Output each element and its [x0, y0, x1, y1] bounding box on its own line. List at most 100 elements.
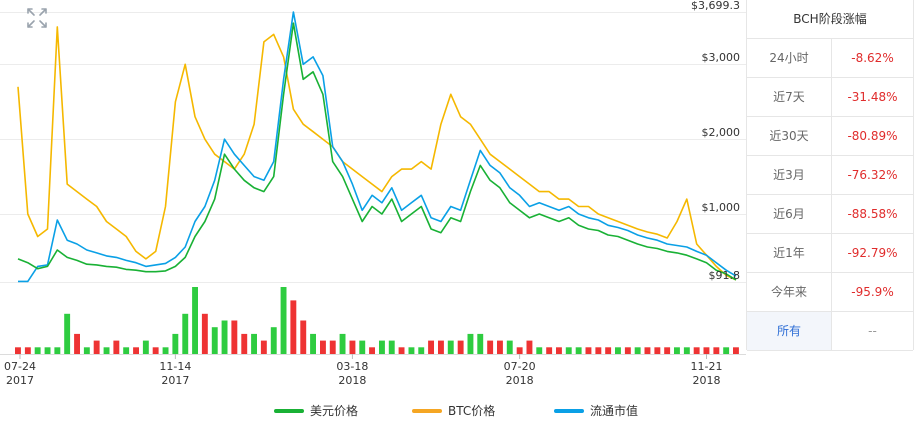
volume-bar	[329, 340, 336, 354]
volume-bar	[693, 347, 700, 354]
volume-bar	[211, 327, 218, 354]
volume-bar	[93, 340, 100, 354]
volume-bar	[713, 347, 720, 354]
volume-bar	[674, 347, 680, 354]
volume-bar	[615, 347, 621, 354]
legend-swatch-btc	[412, 408, 442, 413]
x-tick-date: 11-14	[159, 360, 191, 373]
volume-bar	[221, 320, 228, 354]
period-change: -88.58%	[847, 207, 898, 221]
volume-bar	[624, 347, 631, 354]
volume-bar	[54, 347, 61, 354]
period-label: 近3月	[747, 156, 832, 194]
volume-bar	[467, 333, 474, 354]
volume-bars	[15, 287, 739, 354]
legend-item-usd[interactable]: 美元价格	[274, 402, 358, 419]
volume-bar	[103, 347, 110, 354]
period-label: 所有	[747, 312, 832, 350]
volume-bar	[556, 347, 562, 354]
volume-bar	[300, 320, 307, 354]
volume-bar	[438, 340, 444, 354]
volume-bar	[664, 347, 671, 354]
expand-arrows-icon[interactable]	[26, 7, 48, 29]
volume-bar	[447, 340, 454, 354]
volume-bar	[310, 333, 316, 354]
bch-stage-change-panel: BCH阶段涨幅 24小时 -8.62% 近7天 -31.48% 近30天 -80.89…	[746, 0, 914, 351]
volume-bar	[64, 313, 71, 354]
period-change: -92.79%	[847, 246, 898, 260]
volume-bar	[516, 347, 523, 354]
volume-bar	[172, 333, 179, 354]
x-tick-date: 11-21	[691, 360, 723, 373]
volume-bar	[15, 347, 21, 354]
x-tick-date: 03-18	[336, 360, 368, 373]
volume-bar	[83, 347, 90, 354]
period-row-30d[interactable]: 近30天 -80.89%	[747, 117, 913, 156]
volume-bar	[487, 340, 494, 354]
period-label: 近1年	[747, 234, 832, 272]
period-label: 近7天	[747, 78, 832, 116]
usd-price-line	[17, 22, 737, 281]
legend-swatch-usd	[274, 408, 304, 413]
volume-bar	[733, 347, 739, 354]
period-row-6m[interactable]: 近6月 -88.58%	[747, 195, 913, 234]
period-row-7d[interactable]: 近7天 -31.48%	[747, 78, 913, 117]
volume-bar	[536, 347, 543, 354]
period-row-all[interactable]: 所有 --	[747, 312, 913, 351]
legend-item-mcap[interactable]: 流通市值	[554, 402, 638, 419]
y-tick-label: $1,000	[702, 201, 741, 214]
volume-bar	[359, 340, 366, 354]
period-change: -31.48%	[847, 90, 898, 104]
btc-price-line	[17, 26, 737, 281]
volume-bar	[585, 347, 592, 354]
period-change: --	[868, 324, 877, 338]
volume-bar	[683, 347, 690, 354]
period-label: 今年来	[747, 273, 832, 311]
volume-bar	[388, 340, 395, 354]
volume-bar	[477, 333, 484, 354]
volume-bar	[24, 347, 31, 354]
volume-bar	[192, 287, 198, 354]
period-change: -95.9%	[851, 285, 894, 299]
volume-bar	[428, 340, 434, 354]
volume-bar	[251, 333, 257, 354]
volume-bar	[260, 340, 267, 354]
volume-bar	[565, 347, 572, 354]
legend-label-usd: 美元价格	[310, 404, 359, 418]
volume-bar	[339, 333, 346, 354]
period-row-1y[interactable]: 近1年 -92.79%	[747, 234, 913, 273]
chart-axes: $3,699.3$3,000$2,000$1,000$91.807-242017…	[4, 0, 740, 387]
volume-bar	[723, 347, 730, 354]
volume-bar	[280, 287, 287, 354]
volume-bar	[634, 347, 641, 354]
price-chart: $3,699.3$3,000$2,000$1,000$91.807-242017…	[0, 0, 746, 387]
period-label: 近30天	[747, 117, 832, 155]
volume-bar	[142, 340, 149, 354]
period-label: 24小时	[747, 39, 832, 77]
volume-bar	[34, 347, 41, 354]
x-tick-year: 2017	[6, 374, 34, 387]
volume-bar	[398, 347, 405, 354]
y-tick-label: $2,000	[702, 126, 741, 139]
legend-label-mcap: 流通市值	[590, 404, 639, 418]
volume-bar	[418, 347, 425, 354]
x-tick-date: 07-20	[504, 360, 536, 373]
volume-bar	[152, 347, 159, 354]
volume-bar	[408, 347, 415, 354]
period-row-3m[interactable]: 近3月 -76.32%	[747, 156, 913, 195]
volume-bar	[231, 320, 238, 354]
volume-bar	[123, 347, 130, 354]
volume-bar	[133, 347, 139, 354]
period-row-24h[interactable]: 24小时 -8.62%	[747, 39, 913, 78]
volume-bar	[506, 340, 513, 354]
y-tick-label: $3,699.3	[691, 0, 740, 12]
period-change: -76.32%	[847, 168, 898, 182]
legend-item-btc[interactable]: BTC价格	[412, 402, 495, 419]
volume-bar	[654, 347, 661, 354]
chart-grid	[0, 12, 746, 355]
volume-bar	[270, 327, 277, 354]
x-tick-date: 07-24	[4, 360, 36, 373]
volume-bar	[605, 347, 612, 354]
legend-swatch-mcap	[554, 408, 584, 413]
period-row-ytd[interactable]: 今年来 -95.9%	[747, 273, 913, 312]
